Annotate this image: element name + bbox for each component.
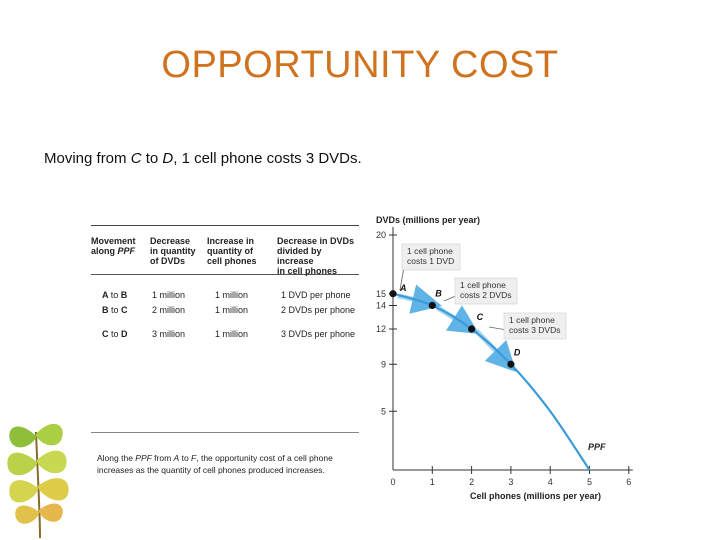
y-axis-label: DVDs (millions per year) xyxy=(376,215,480,225)
ppf-curve-label: PPF xyxy=(588,442,606,452)
callout-box xyxy=(401,243,461,271)
x-tick-label: 2 xyxy=(469,477,474,487)
ginkgo-leaf-decoration xyxy=(7,423,69,539)
ratio-cell: 2 DVDs per phone xyxy=(281,305,356,315)
header-decrease: Decrease in quantity of DVDs xyxy=(150,236,196,266)
callout-text: 1 cell phone xyxy=(460,280,506,290)
increase-cell: 1 million xyxy=(215,329,249,339)
header-ratio: Decrease in DVDs divided by increase in … xyxy=(277,236,355,276)
x-tick-label: 6 xyxy=(626,477,631,487)
point-d-marker xyxy=(507,360,515,368)
callout-text: costs 3 DVDs xyxy=(509,325,561,335)
decrease-cell: 2 million xyxy=(152,305,186,315)
increase-cell: 1 million xyxy=(215,305,249,315)
movement-cell: C to D xyxy=(102,329,128,339)
x-tick-label: 4 xyxy=(548,477,553,487)
x-tick-label: 0 xyxy=(390,477,395,487)
table-note-rule xyxy=(91,432,359,433)
point-b-marker xyxy=(428,301,436,310)
decrease-cell: 1 million xyxy=(152,290,186,300)
callout-text: 1 cell phone xyxy=(509,315,555,325)
x-axis-label: Cell phones (millions per year) xyxy=(470,491,601,501)
point-d-label: D xyxy=(514,347,521,357)
increase-cell: 1 million xyxy=(215,290,249,300)
y-tick-label: 5 xyxy=(381,406,386,416)
point-c-label: C xyxy=(477,312,484,322)
point-a-label: A xyxy=(399,283,407,293)
point-c-marker xyxy=(468,325,476,333)
table-note: Along the PPF from A to F, the opportuni… xyxy=(97,453,333,475)
table-row: B to C 2 million 1 million 2 DVDs per ph… xyxy=(91,305,359,317)
x-tick-label: 5 xyxy=(587,477,592,487)
point-a-marker xyxy=(389,290,397,298)
table-top-rule xyxy=(91,225,359,226)
y-tick-label: 20 xyxy=(376,230,386,240)
callout-text: costs 1 DVD xyxy=(407,256,454,266)
table-header-row: Movement along PPF Decrease in quantity … xyxy=(91,228,359,276)
x-tick-label: 3 xyxy=(508,477,513,487)
ratio-cell: 3 DVDs per phone xyxy=(281,329,356,339)
slide-subtitle: Moving from C to D, 1 cell phone costs 3… xyxy=(44,150,362,167)
movement-arrows xyxy=(397,284,517,373)
movement-cell: B to C xyxy=(102,305,128,315)
callout-text: 1 cell phone xyxy=(407,246,453,256)
point-b-label: B xyxy=(435,289,442,299)
slide-title: OPPORTUNITY COST xyxy=(161,44,559,86)
y-tick-label: 14 xyxy=(376,301,386,311)
table-row: C to D 3 million 1 million 3 DVDs per ph… xyxy=(91,329,359,341)
movement-cell: A to B xyxy=(102,290,128,300)
callout-box xyxy=(503,312,567,340)
header-increase: Increase in quantity of cell phones xyxy=(207,236,257,266)
table-row: A to B 1 million 1 million 1 DVD per pho… xyxy=(91,290,359,302)
y-tick-label: 12 xyxy=(376,324,386,334)
decrease-cell: 3 million xyxy=(152,329,186,339)
chart-points: A B C D xyxy=(389,283,521,368)
y-tick-label: 15 xyxy=(376,289,386,299)
y-tick-label: 9 xyxy=(381,359,386,369)
ratio-cell: 1 DVD per phone xyxy=(281,290,351,300)
callout-box xyxy=(454,277,518,305)
x-tick-label: 1 xyxy=(430,477,435,487)
header-movement: Movement along PPF xyxy=(91,236,136,256)
callout-text: costs 2 DVDs xyxy=(460,290,512,300)
